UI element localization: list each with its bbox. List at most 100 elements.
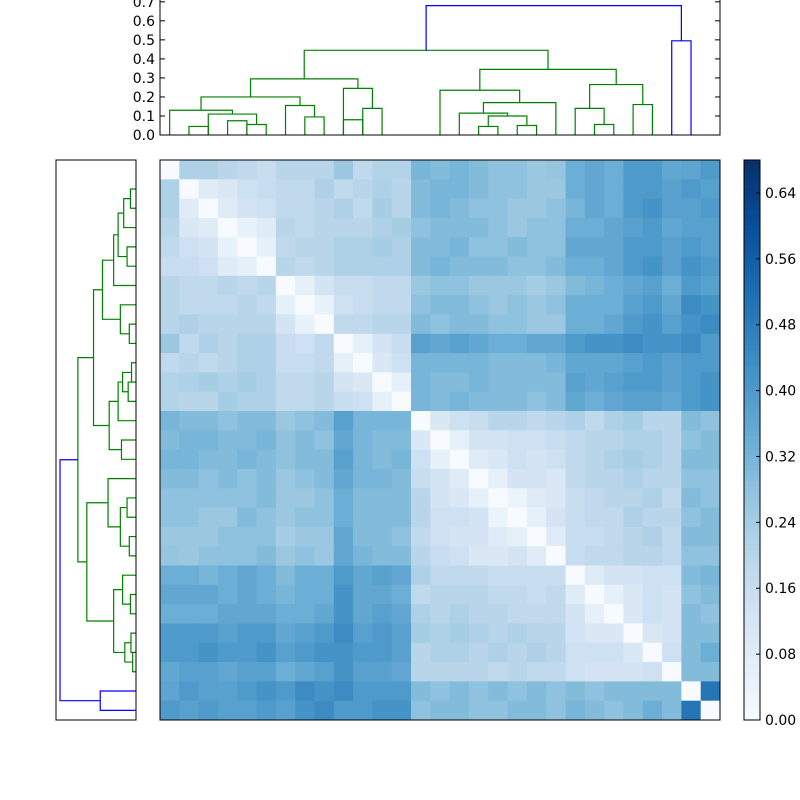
heatmap-cell-1-27 — [681, 179, 702, 200]
heatmap-cell-3-4 — [237, 217, 257, 238]
top-dendrogram-link-23 — [303, 49, 549, 79]
heatmap-cell-11-15 — [449, 372, 470, 393]
heatmap-cell-27-19 — [526, 681, 547, 702]
heatmap-cell-23-1 — [179, 604, 200, 624]
heatmap-cell-9-9 — [333, 333, 354, 354]
heatmap-cell-15-8 — [314, 449, 335, 470]
heatmap-cell-5-14 — [430, 256, 451, 277]
heatmap-cell-23-18 — [507, 604, 528, 624]
heatmap-cell-12-11 — [372, 391, 393, 412]
heatmap-cell-25-21 — [565, 642, 586, 663]
heatmap-cell-27-28 — [700, 681, 721, 702]
heatmap-cell-27-13 — [411, 681, 431, 702]
heatmap-cell-12-4 — [237, 391, 257, 412]
heatmap-cell-19-1 — [179, 526, 200, 547]
heatmap-cell-19-5 — [256, 526, 277, 547]
heatmap-cell-27-18 — [507, 681, 528, 702]
heatmap-cell-18-28 — [700, 507, 721, 528]
heatmap-cell-4-28 — [700, 237, 721, 257]
heatmap-cell-23-0 — [160, 604, 180, 624]
heatmap-cell-4-8 — [314, 237, 335, 257]
heatmap-cell-13-14 — [430, 411, 451, 431]
heatmap-cell-10-10 — [353, 353, 373, 373]
heatmap-cell-20-27 — [681, 546, 702, 566]
heatmap-cell-22-11 — [372, 584, 393, 605]
colorbar-tick-label-1: 0.08 — [765, 647, 796, 663]
colorbar-step-30 — [744, 565, 760, 571]
heatmap-cell-7-17 — [488, 295, 508, 315]
colorbar-step-52 — [744, 455, 760, 461]
heatmap-cell-7-11 — [372, 295, 393, 315]
heatmap-cell-24-26 — [662, 623, 682, 644]
heatmap-cell-10-8 — [314, 353, 335, 373]
heatmap-cell-8-19 — [526, 314, 547, 335]
heatmap-cell-17-25 — [642, 488, 663, 508]
heatmap-cell-24-15 — [449, 623, 470, 644]
heatmap-cell-27-0 — [160, 681, 180, 702]
colorbar-step-63 — [744, 400, 760, 406]
top-dendrogram-link-18 — [593, 123, 615, 135]
heatmap-cell-20-2 — [198, 546, 219, 566]
heatmap-cell-1-26 — [662, 179, 682, 200]
heatmap-cell-6-21 — [565, 275, 586, 296]
heatmap-cell-19-21 — [565, 526, 586, 547]
heatmap-cell-2-4 — [237, 198, 257, 219]
heatmap-cell-27-20 — [546, 681, 566, 702]
heatmap-cell-6-11 — [372, 275, 393, 296]
heatmap-cell-27-10 — [353, 681, 373, 702]
heatmap-cell-1-18 — [507, 179, 528, 200]
heatmap-cell-24-1 — [179, 623, 200, 644]
colorbar-step-2 — [744, 705, 760, 711]
heatmap-cell-15-23 — [604, 449, 624, 470]
heatmap-cell-0-2 — [198, 160, 219, 180]
heatmap-cell-25-14 — [430, 642, 451, 663]
heatmap-cell-1-15 — [449, 179, 470, 200]
heatmap-cell-8-6 — [275, 314, 296, 335]
heatmap-cell-9-18 — [507, 333, 528, 354]
heatmap-cell-12-28 — [700, 391, 721, 412]
heatmap-cell-2-28 — [700, 198, 721, 219]
top-dendrogram-link-4 — [169, 109, 234, 135]
colorbar-step-87 — [744, 280, 760, 286]
heatmap-cell-9-22 — [584, 333, 605, 354]
heatmap-cell-20-22 — [584, 546, 605, 566]
heatmap-cell-26-28 — [700, 662, 721, 682]
heatmap-cell-25-1 — [179, 642, 200, 663]
heatmap-cell-9-13 — [411, 333, 431, 354]
heatmap-cell-17-1 — [179, 488, 200, 508]
colorbar-step-62 — [744, 405, 760, 411]
heatmap-cell-24-8 — [314, 623, 335, 644]
heatmap-cell-13-17 — [488, 411, 508, 431]
heatmap-cell-10-12 — [391, 353, 412, 373]
heatmap-cell-19-22 — [584, 526, 605, 547]
heatmap-cell-17-22 — [584, 488, 605, 508]
heatmap-cell-1-1 — [179, 179, 200, 200]
colorbar-step-85 — [744, 290, 760, 296]
heatmap-cell-4-22 — [584, 237, 605, 257]
heatmap-cell-21-23 — [604, 565, 624, 586]
colorbar-step-51 — [744, 460, 760, 466]
heatmap-cell-23-23 — [604, 604, 624, 624]
colorbar-step-98 — [744, 225, 760, 231]
colorbar-tick-label-3: 0.24 — [765, 515, 796, 531]
heatmap-cell-26-26 — [662, 662, 682, 682]
heatmap-cell-21-6 — [275, 565, 296, 586]
heatmap-cell-3-14 — [430, 217, 451, 238]
heatmap-cell-24-2 — [198, 623, 219, 644]
heatmap-cell-24-28 — [700, 623, 721, 644]
top-y-tick-label-2: 0.2 — [133, 90, 155, 106]
heatmap-cell-28-17 — [488, 700, 508, 721]
left-dendrogram-link-28 — [59, 459, 101, 702]
heatmap-cell-21-28 — [700, 565, 721, 586]
colorbar-step-26 — [744, 585, 760, 591]
heatmap-cell-1-7 — [295, 179, 315, 200]
heatmap-cell-9-17 — [488, 333, 508, 354]
heatmap-cell-11-24 — [623, 372, 644, 393]
heatmap-cell-4-12 — [391, 237, 412, 257]
heatmap-cell-13-27 — [681, 411, 702, 431]
heatmap-cell-26-9 — [333, 662, 354, 682]
heatmap-cell-11-28 — [700, 372, 721, 393]
heatmap-cell-9-2 — [198, 333, 219, 354]
heatmap-cell-7-3 — [217, 295, 238, 315]
heatmap-cell-0-16 — [468, 160, 489, 180]
